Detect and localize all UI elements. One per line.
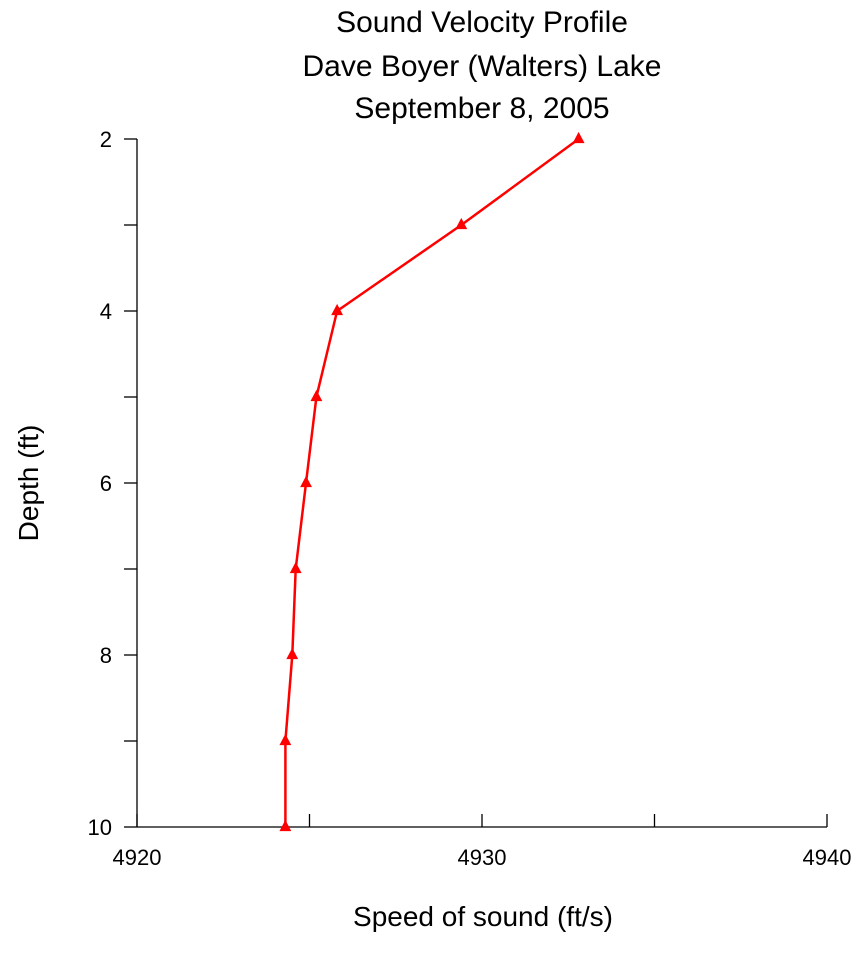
data-point-marker [572, 131, 585, 144]
x-tick-label: 4940 [803, 845, 852, 870]
chart-title-line-3: September 8, 2005 [354, 92, 609, 125]
chart-title: Sound Velocity Profile Dave Boyer (Walte… [302, 6, 661, 125]
x-tick-label: 4930 [458, 845, 507, 870]
data-point-marker [331, 303, 344, 316]
data-point-marker [286, 647, 299, 660]
axes [136, 139, 827, 828]
data-point-marker [289, 561, 302, 574]
chart-title-line-2: Dave Boyer (Walters) Lake [302, 50, 661, 83]
data-point-marker [279, 819, 292, 832]
y-tick-label: 10 [88, 815, 112, 840]
x-axis-title: Speed of sound (ft/s) [353, 901, 613, 932]
data-point-marker [310, 389, 323, 402]
data-point-marker [279, 733, 292, 746]
y-tick-label: 6 [100, 471, 112, 496]
series-line [284, 137, 580, 827]
data-series [279, 131, 585, 832]
y-tick-label: 8 [100, 643, 112, 668]
data-point-marker [455, 217, 468, 230]
y-tick-label: 2 [100, 127, 112, 152]
data-point-marker [300, 475, 312, 488]
chart-title-line-1: Sound Velocity Profile [336, 6, 628, 39]
y-axis-title: Depth (ft) [13, 425, 44, 542]
y-tick-label: 4 [100, 299, 112, 324]
x-tick-label: 4920 [113, 845, 162, 870]
